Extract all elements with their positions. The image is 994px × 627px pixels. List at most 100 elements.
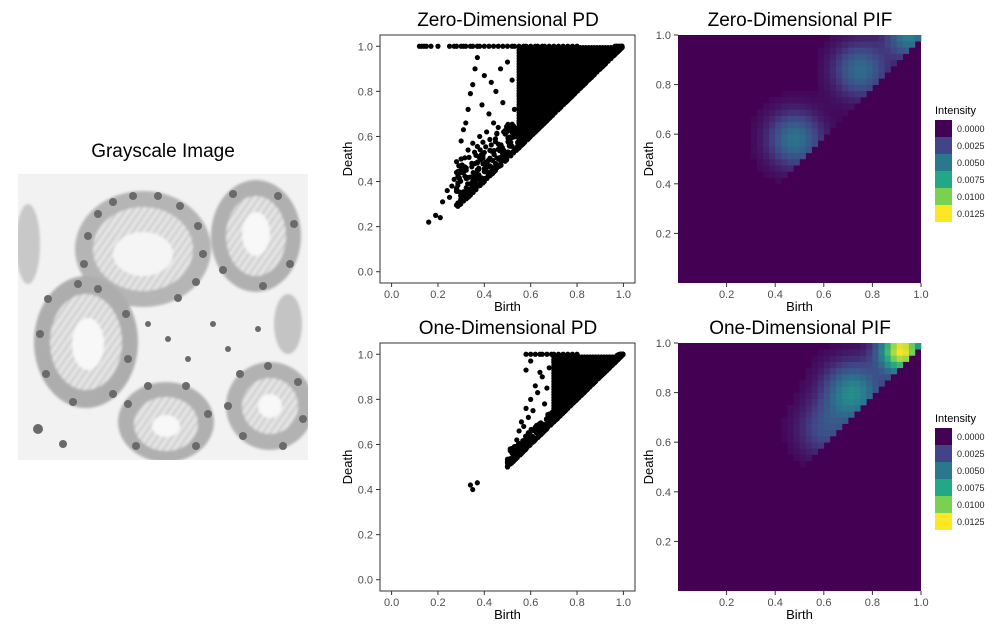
pif1-cell: [878, 380, 885, 387]
pif0-cell: [878, 47, 885, 54]
pif1-cell: [848, 411, 855, 418]
pif1-cell: [829, 343, 837, 350]
pif0-cell: [860, 35, 867, 42]
pif0-cell: [817, 128, 825, 135]
pif0-cell: [799, 109, 806, 116]
pd1-point: [555, 378, 562, 384]
pd0-point: [486, 111, 492, 117]
pd0-point: [521, 50, 527, 56]
pd0-point: [512, 133, 518, 140]
pif0-cell: [835, 109, 843, 116]
pif0-cell: [793, 109, 800, 116]
pif1-cell: [811, 411, 819, 418]
pif0-cell: [878, 35, 885, 42]
pif0-cell: [763, 128, 770, 135]
pif1-cell: [902, 349, 910, 356]
pif0-cell: [769, 152, 776, 160]
pif0-cell: [793, 128, 800, 135]
pif1-cell: [842, 380, 849, 387]
pif0-cell: [872, 59, 879, 67]
pif0-cell: [799, 146, 806, 154]
pif0-cell: [829, 103, 837, 110]
pd1-ylabel: Death: [340, 450, 355, 485]
pif1-cell: [848, 392, 855, 400]
pif0-cell: [829, 72, 837, 79]
pif0-cell: [854, 41, 861, 48]
pif0-cell: [775, 121, 782, 129]
pd0-point: [474, 54, 480, 61]
pif0-cell: [781, 121, 788, 129]
pif0-title: Zero-Dimensional PIF: [707, 10, 893, 31]
pd0-point: [498, 162, 504, 168]
pif1-cell: [799, 392, 806, 400]
pif0-cell: [775, 177, 782, 185]
pif0-cell: [835, 84, 843, 92]
pif1-xtick-label: 1.0: [913, 597, 928, 609]
pif1-cell: [811, 405, 819, 412]
pif1-cell: [799, 454, 806, 462]
pif0-cell: [811, 128, 819, 135]
pd1-point: [569, 351, 576, 357]
pif0-cell: [811, 140, 819, 147]
pif1-cell: [811, 367, 819, 375]
pd0-point: [428, 43, 434, 49]
pif1-cell: [787, 423, 794, 431]
pif0-cell: [775, 165, 782, 172]
pif1-cell: [835, 361, 843, 369]
pif1-cell: [872, 374, 879, 381]
pif1-cell: [811, 355, 819, 362]
pif0-xtick-label: 1.0: [913, 289, 928, 301]
pif1-cell: [848, 361, 855, 369]
pd1-xtick-label: 0.4: [477, 597, 492, 609]
pd0-ylabel: Death: [340, 142, 355, 177]
pif0-cell: [829, 84, 837, 92]
pif1-cell: [872, 386, 879, 393]
pd0-point: [477, 43, 483, 49]
pif0-cell: [848, 66, 855, 73]
pif0-cell: [854, 53, 861, 61]
pif0-cell: [811, 97, 819, 104]
pd0-point: [532, 61, 538, 67]
pd1-ytick-label: 0.2: [358, 530, 373, 542]
pif1-cell: [860, 398, 867, 406]
pif0-xtick-label: 0.8: [865, 289, 880, 301]
pd0-point: [535, 43, 541, 49]
pd0-point: [472, 66, 478, 72]
pif0-cell: [787, 146, 794, 154]
pif0-cell: [805, 90, 812, 98]
pif0-cell: [884, 66, 891, 73]
pif0-cell: [750, 121, 758, 129]
pif0-cell: [763, 159, 770, 166]
pd0-ytick-label: 0.0: [358, 267, 373, 279]
pif0-cell: [817, 103, 825, 110]
pd0-point: [511, 106, 518, 112]
pif0-cell: [872, 35, 879, 42]
pif1-cell: [799, 423, 806, 431]
pif0-cell: [811, 115, 819, 123]
pif1-cell: [823, 355, 831, 362]
pd1-point: [539, 351, 545, 357]
pif1-cell: [811, 374, 819, 381]
pif0-cell: [793, 134, 800, 141]
pif0-cell: [829, 121, 837, 129]
pif0-cell: [823, 53, 831, 61]
pif0-cell: [842, 72, 849, 79]
pif1-xlabel: Birth: [786, 607, 813, 622]
pif1-cell: [866, 343, 873, 350]
pif0-cell: [787, 90, 794, 98]
pif0-cell: [769, 146, 776, 154]
pif1-cell: [805, 392, 812, 400]
pif0-cell: [805, 121, 812, 129]
pif1-cell: [793, 411, 800, 418]
pif0-cell: [854, 97, 861, 104]
pif0-cell: [823, 90, 831, 98]
pif0-cell: [805, 146, 812, 154]
pif0-cell: [842, 59, 849, 67]
pd1-xtick-label: 1.0: [616, 597, 631, 609]
pif1-legend-label: 0.0075: [957, 483, 985, 493]
pd0-point: [470, 43, 476, 49]
pd0-ytick-label: 0.2: [358, 222, 373, 234]
pif0-cell: [842, 90, 849, 98]
pif0-cell: [763, 146, 770, 154]
pd0-point: [551, 43, 557, 49]
